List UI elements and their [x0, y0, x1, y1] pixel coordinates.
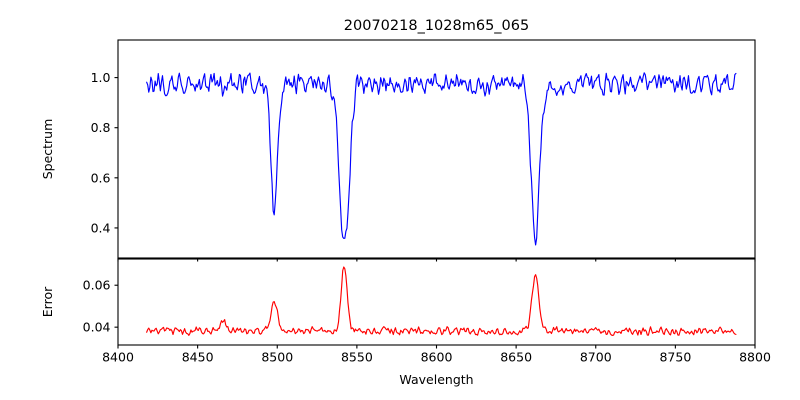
x-tick-label: 8600	[421, 350, 453, 365]
spectrum-panel-y-axis-label: Spectrum	[40, 119, 55, 180]
error-panel: 8400 8450 8500 8550 8600 8650 8700 8750 8800 0.04…	[40, 258, 771, 365]
error-line	[146, 266, 737, 337]
x-tick-label: 8450	[182, 350, 214, 365]
x-tick-label: 8650	[500, 350, 532, 365]
x-tick-label: 8800	[739, 350, 771, 365]
y-tick-label: 0.04	[83, 320, 111, 335]
x-axis-label: Wavelength	[399, 372, 473, 387]
y-tick-label: 0.6	[91, 170, 111, 185]
y-tick-label: 0.4	[91, 220, 111, 235]
x-tick-label: 8500	[261, 350, 293, 365]
x-tick-label: 8700	[580, 350, 612, 365]
y-tick-label: 1.0	[91, 70, 111, 85]
x-tick-label: 8550	[341, 350, 373, 365]
y-tick-label: 0.06	[83, 278, 111, 293]
spectrum-line	[146, 72, 737, 246]
spectrum-panel: 0.4 0.6 0.8 1.0 Spectrum	[40, 39, 756, 262]
error-panel-y-axis-label: Error	[40, 286, 55, 317]
chart-title: 20070218_1028m65_065	[344, 18, 529, 34]
y-tick-label: 0.8	[91, 120, 111, 135]
x-tick-label: 8400	[102, 350, 134, 365]
x-tick-label: 8750	[659, 350, 691, 365]
